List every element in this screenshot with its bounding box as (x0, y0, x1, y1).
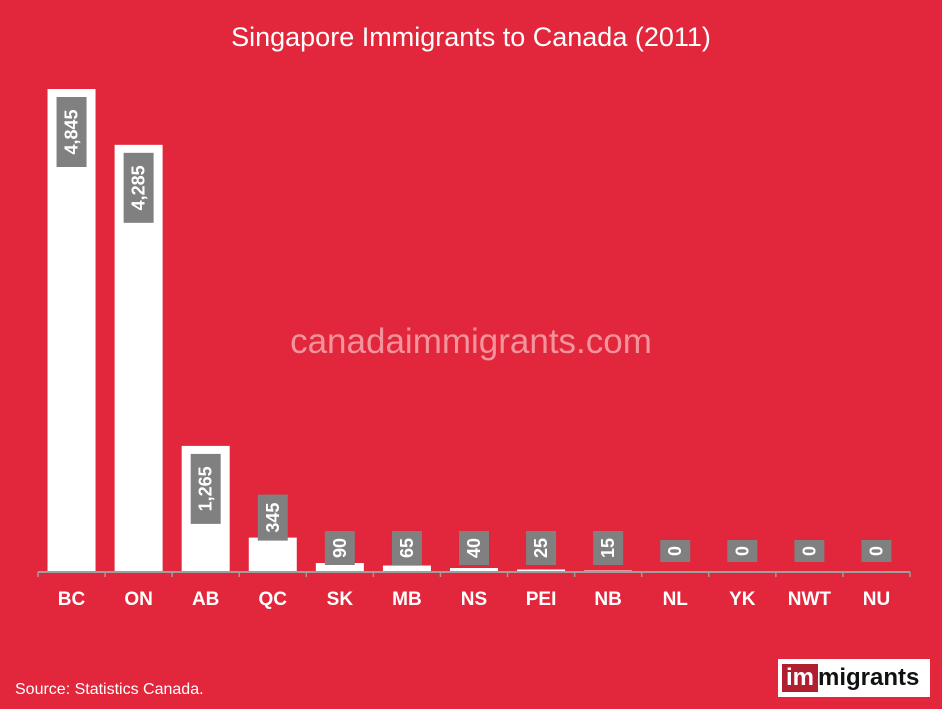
value-labels-layer: 4,845 4,285 1,265 345 90 65 40 25 15 0 0 0 0 (56, 97, 892, 565)
x-tick-label: BC (58, 589, 86, 610)
x-tick-label: PEI (526, 589, 557, 610)
value-label-on: 4,285 (123, 152, 154, 223)
value-label-text: 40 (464, 538, 484, 558)
value-label-mb: 65 (391, 531, 422, 565)
value-label-text: 25 (531, 538, 551, 558)
bar-bc (47, 89, 96, 572)
logo-wordmark: migrants (818, 664, 920, 691)
x-tick-label: NB (594, 589, 621, 610)
value-label-box (526, 531, 557, 565)
value-label-nu: 0 (861, 540, 892, 562)
value-label-box (459, 531, 489, 565)
x-tick-label: AB (192, 589, 219, 610)
value-label-nl: 0 (660, 540, 691, 562)
value-label-ab: 1,265 (190, 453, 221, 524)
value-label-yk: 0 (727, 540, 758, 562)
value-label-sk: 90 (324, 531, 355, 565)
x-axis: BC ON AB QC SK MB NS PEI NB NL YK NWT NU (37, 571, 911, 610)
value-label-box (794, 540, 825, 562)
value-label-nb: 15 (593, 531, 624, 565)
x-tick-label: NU (863, 589, 890, 610)
value-label-text: 4,285 (129, 165, 149, 210)
x-tick-label: ON (124, 589, 153, 610)
value-label-bc: 4,845 (56, 97, 87, 167)
value-label-box (660, 540, 691, 562)
value-label-box (727, 540, 758, 562)
value-label-text: 90 (330, 538, 350, 558)
value-label-box (593, 531, 624, 565)
x-tick-label: NS (461, 589, 487, 610)
value-label-text: 1,265 (196, 466, 216, 511)
x-tick-label: MB (392, 589, 422, 610)
bar-pei (517, 569, 566, 572)
value-label-text: 4,845 (62, 109, 82, 154)
value-label-text: 65 (397, 538, 417, 558)
immigrants-logo: im migrants (778, 659, 930, 697)
value-label-box (190, 453, 221, 524)
x-tick-label: NL (663, 589, 689, 610)
bar-qc (248, 537, 297, 572)
value-label-text: 0 (665, 546, 685, 556)
value-label-box (123, 152, 154, 223)
x-tick-label: NWT (788, 589, 832, 610)
value-label-qc: 345 (257, 494, 288, 541)
logo-im-mark: im (782, 664, 818, 692)
value-label-text: 0 (866, 546, 886, 556)
value-label-ns: 40 (459, 531, 489, 565)
value-label-box (861, 540, 892, 562)
chart-title: Singapore Immigrants to Canada (2011) (231, 22, 711, 52)
x-tick-label: QC (259, 589, 288, 610)
watermark-text: canadaimmigrants.com (290, 322, 652, 361)
value-label-box (257, 494, 288, 541)
value-label-text: 0 (799, 546, 819, 556)
value-label-box (56, 97, 87, 167)
bar-sk (315, 563, 364, 572)
value-label-box (324, 531, 355, 565)
x-tick-label: SK (327, 589, 354, 610)
value-label-text: 345 (263, 503, 283, 533)
value-label-text: 15 (598, 538, 618, 558)
value-label-pei: 25 (526, 531, 557, 565)
bar-mb (382, 565, 431, 572)
value-label-box (391, 531, 422, 565)
bar-ns (450, 568, 498, 572)
value-label-nwt: 0 (794, 540, 825, 562)
source-note: Source: Statistics Canada. (15, 681, 204, 698)
x-tick-label: YK (729, 589, 756, 610)
value-label-text: 0 (732, 546, 752, 556)
